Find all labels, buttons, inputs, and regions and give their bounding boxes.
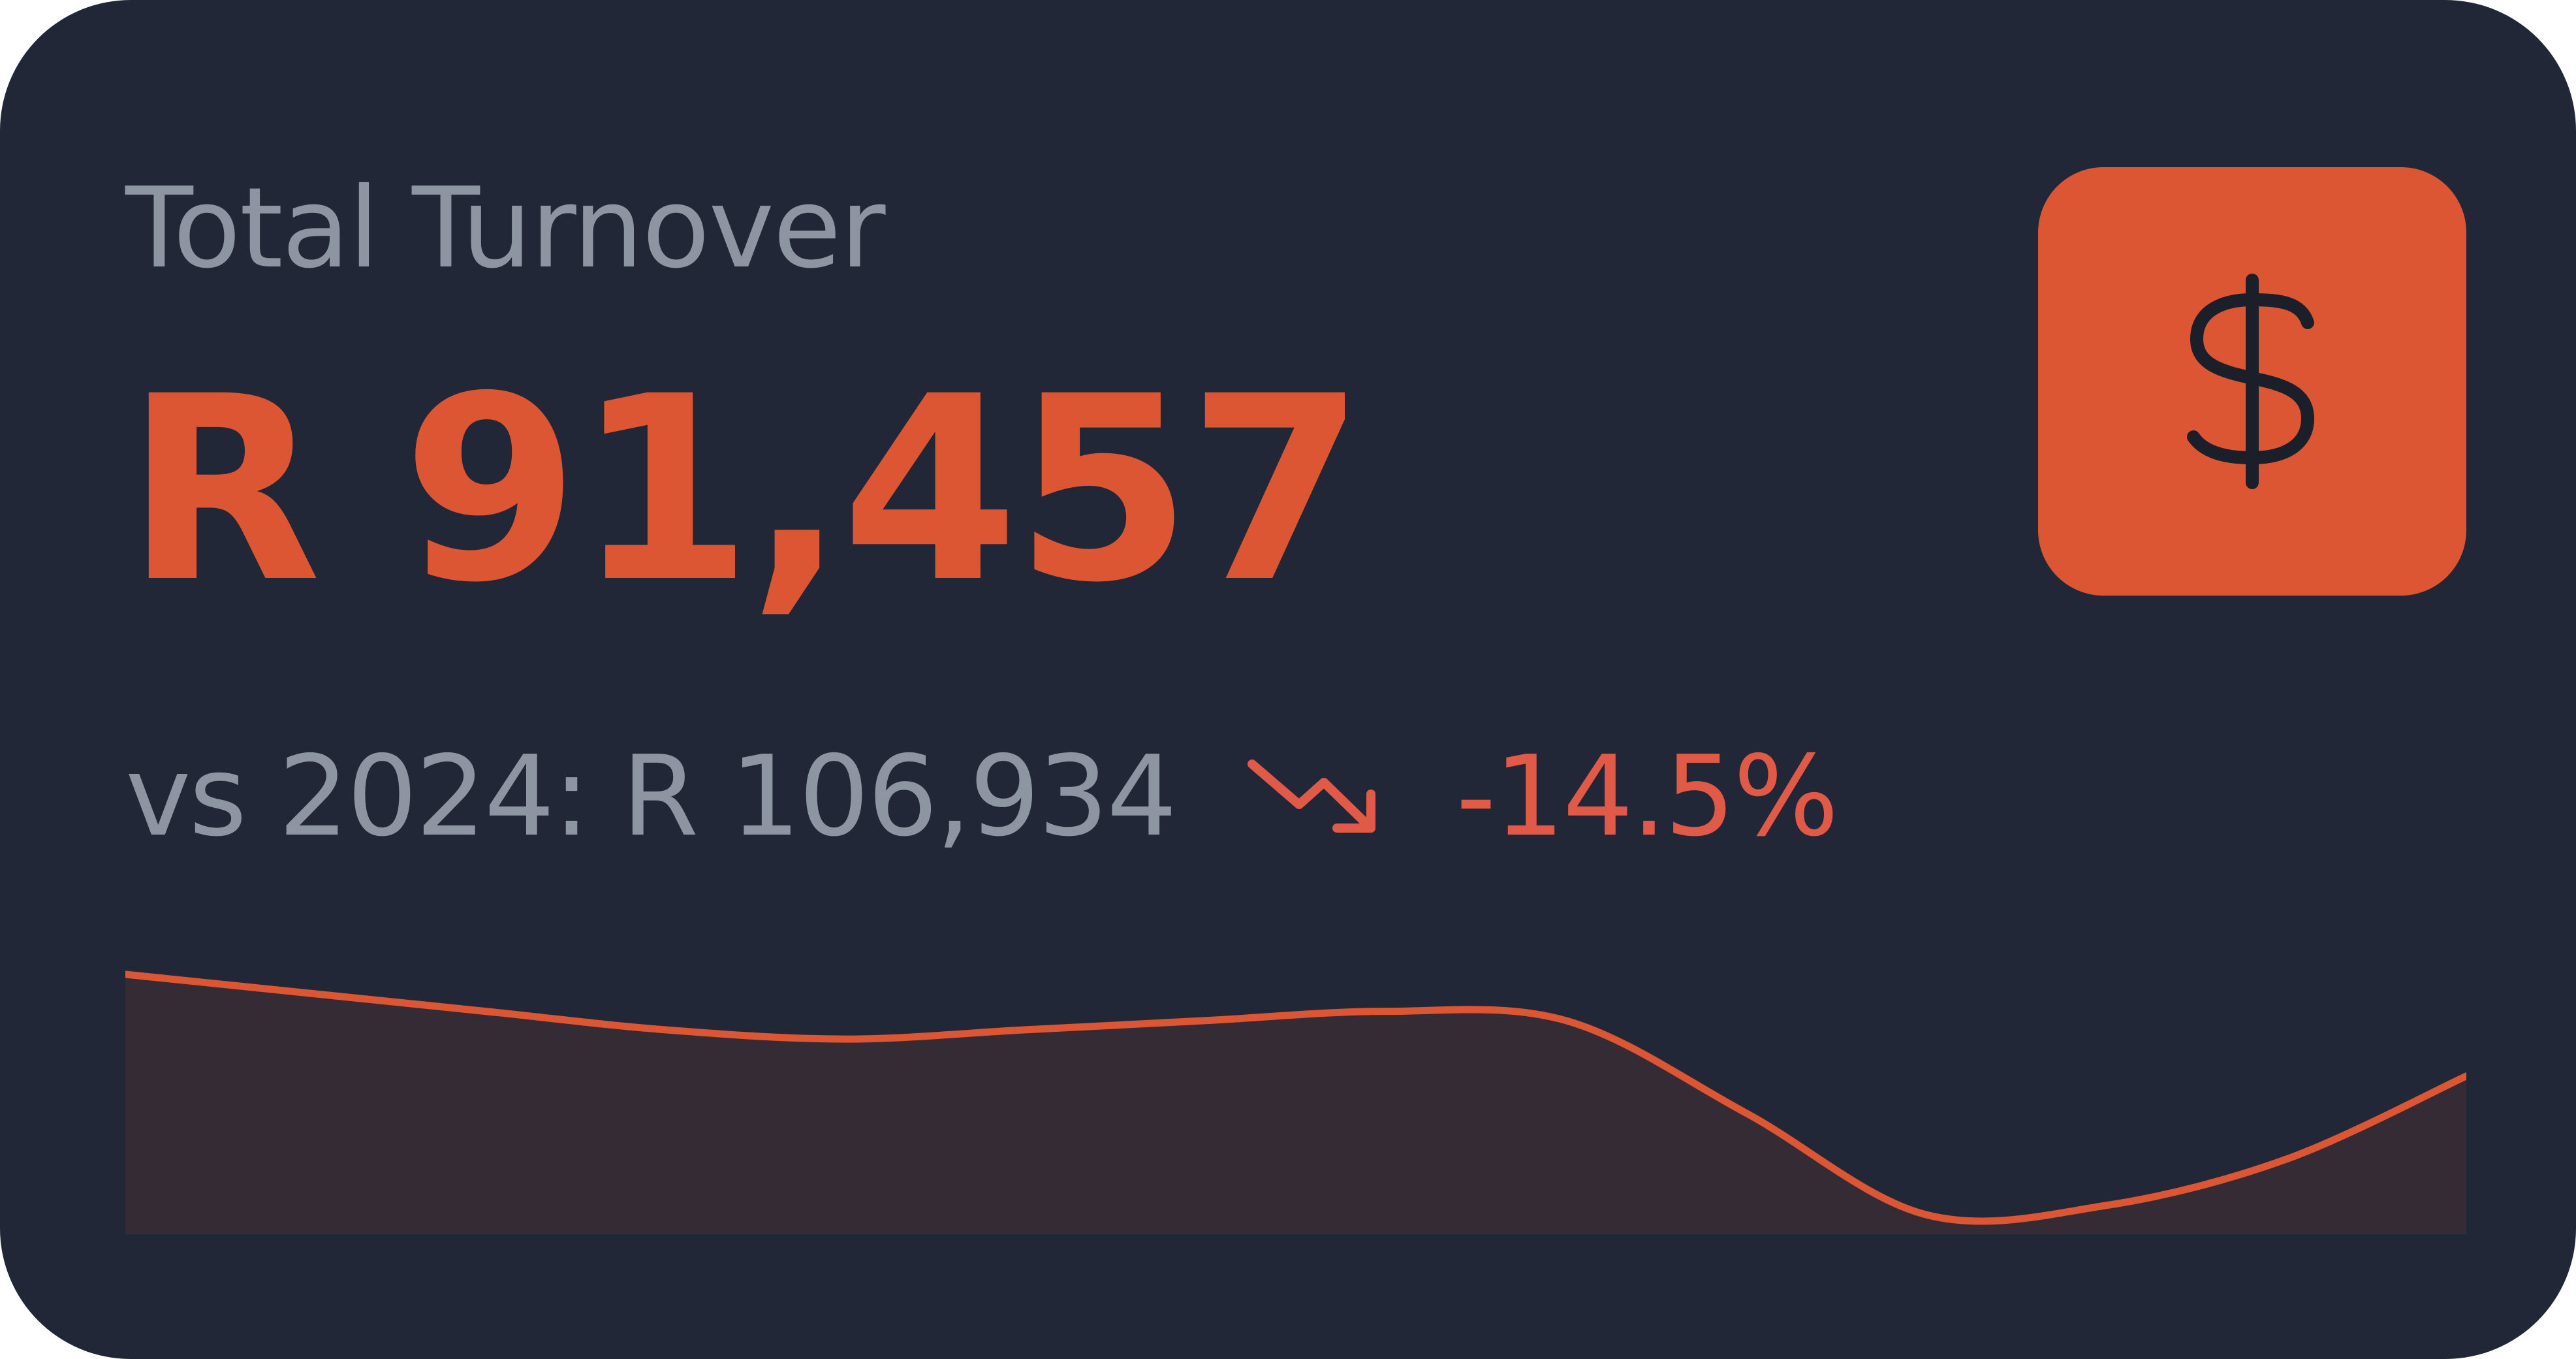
card-title: Total Turnover — [125, 164, 886, 293]
turnover-value: R 91,457 — [125, 342, 1365, 638]
trending-down-icon — [1248, 759, 1376, 833]
change-percent: -14.5% — [1456, 732, 1838, 861]
sparkline-line — [125, 970, 2466, 1225]
dollar-icon-badge — [2038, 167, 2466, 596]
comparison-row: vs 2024: R 106,934 -14.5% — [125, 731, 1839, 862]
comparison-text: vs 2024: R 106,934 — [125, 732, 1177, 861]
dollar-icon — [2187, 274, 2314, 489]
sparkline-area — [125, 974, 2466, 1234]
sparkline-chart — [125, 970, 2466, 1234]
